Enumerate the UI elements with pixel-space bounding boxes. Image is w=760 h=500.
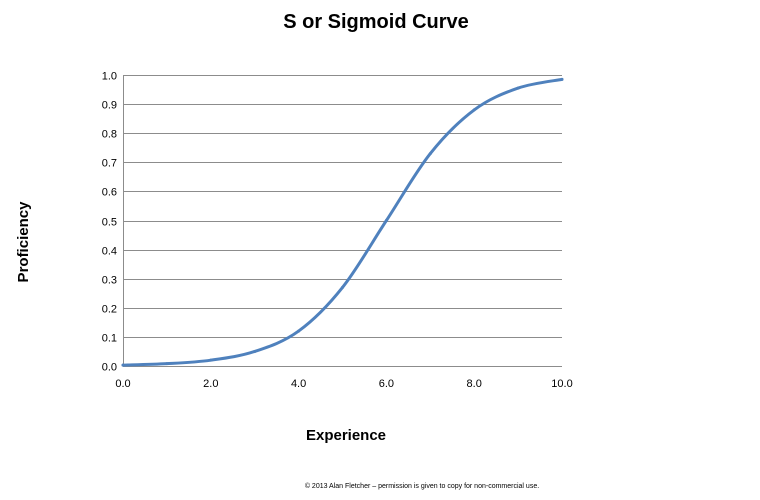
x-tick-label: 4.0 (291, 378, 306, 390)
data-point (121, 363, 125, 367)
x-tick-label: 8.0 (467, 378, 482, 390)
y-tick-label: 0.3 (102, 275, 117, 287)
y-tick-label: 0.1 (102, 333, 117, 345)
x-tick-labels: 0.0 2.0 4.0 6.0 8.0 10.0 (115, 378, 572, 390)
x-tick-label: 6.0 (379, 378, 394, 390)
x-tick-label: 10.0 (551, 378, 572, 390)
data-point (560, 77, 564, 81)
y-axis-title: Proficiency (15, 201, 32, 283)
data-point (165, 362, 169, 366)
y-tick-label: 0.6 (102, 187, 117, 199)
y-tick-labels: 0.0 0.1 0.2 0.3 0.4 0.5 0.6 0.7 0.8 0.9 1.0 (102, 71, 117, 374)
data-point (341, 285, 344, 289)
y-tick-label: 0.2 (102, 304, 117, 316)
chart-title: S or Sigmoid Curve (283, 11, 469, 33)
data-point (472, 108, 476, 112)
data-point (297, 329, 301, 333)
series-line-0 (121, 77, 564, 367)
data-point (209, 358, 213, 362)
copyright-footer: © 2013 Alan Fletcher – permission is giv… (305, 482, 539, 490)
x-axis-title: Experience (306, 427, 386, 444)
y-tick-label: 0.8 (102, 129, 117, 141)
y-tick-label: 0.7 (102, 158, 117, 170)
x-tick-label: 2.0 (203, 378, 218, 390)
series-layer (121, 77, 564, 367)
data-point (253, 349, 257, 353)
y-tick-label: 0.5 (102, 217, 117, 229)
data-point (428, 152, 432, 156)
data-point (384, 219, 388, 222)
x-tick-label: 0.0 (115, 378, 130, 390)
y-tick-label: 0.0 (102, 362, 117, 374)
gridlines (123, 75, 562, 367)
y-tick-label: 1.0 (102, 71, 117, 83)
data-point (516, 86, 520, 90)
y-tick-label: 0.9 (102, 100, 117, 112)
y-tick-label: 0.4 (102, 246, 117, 258)
